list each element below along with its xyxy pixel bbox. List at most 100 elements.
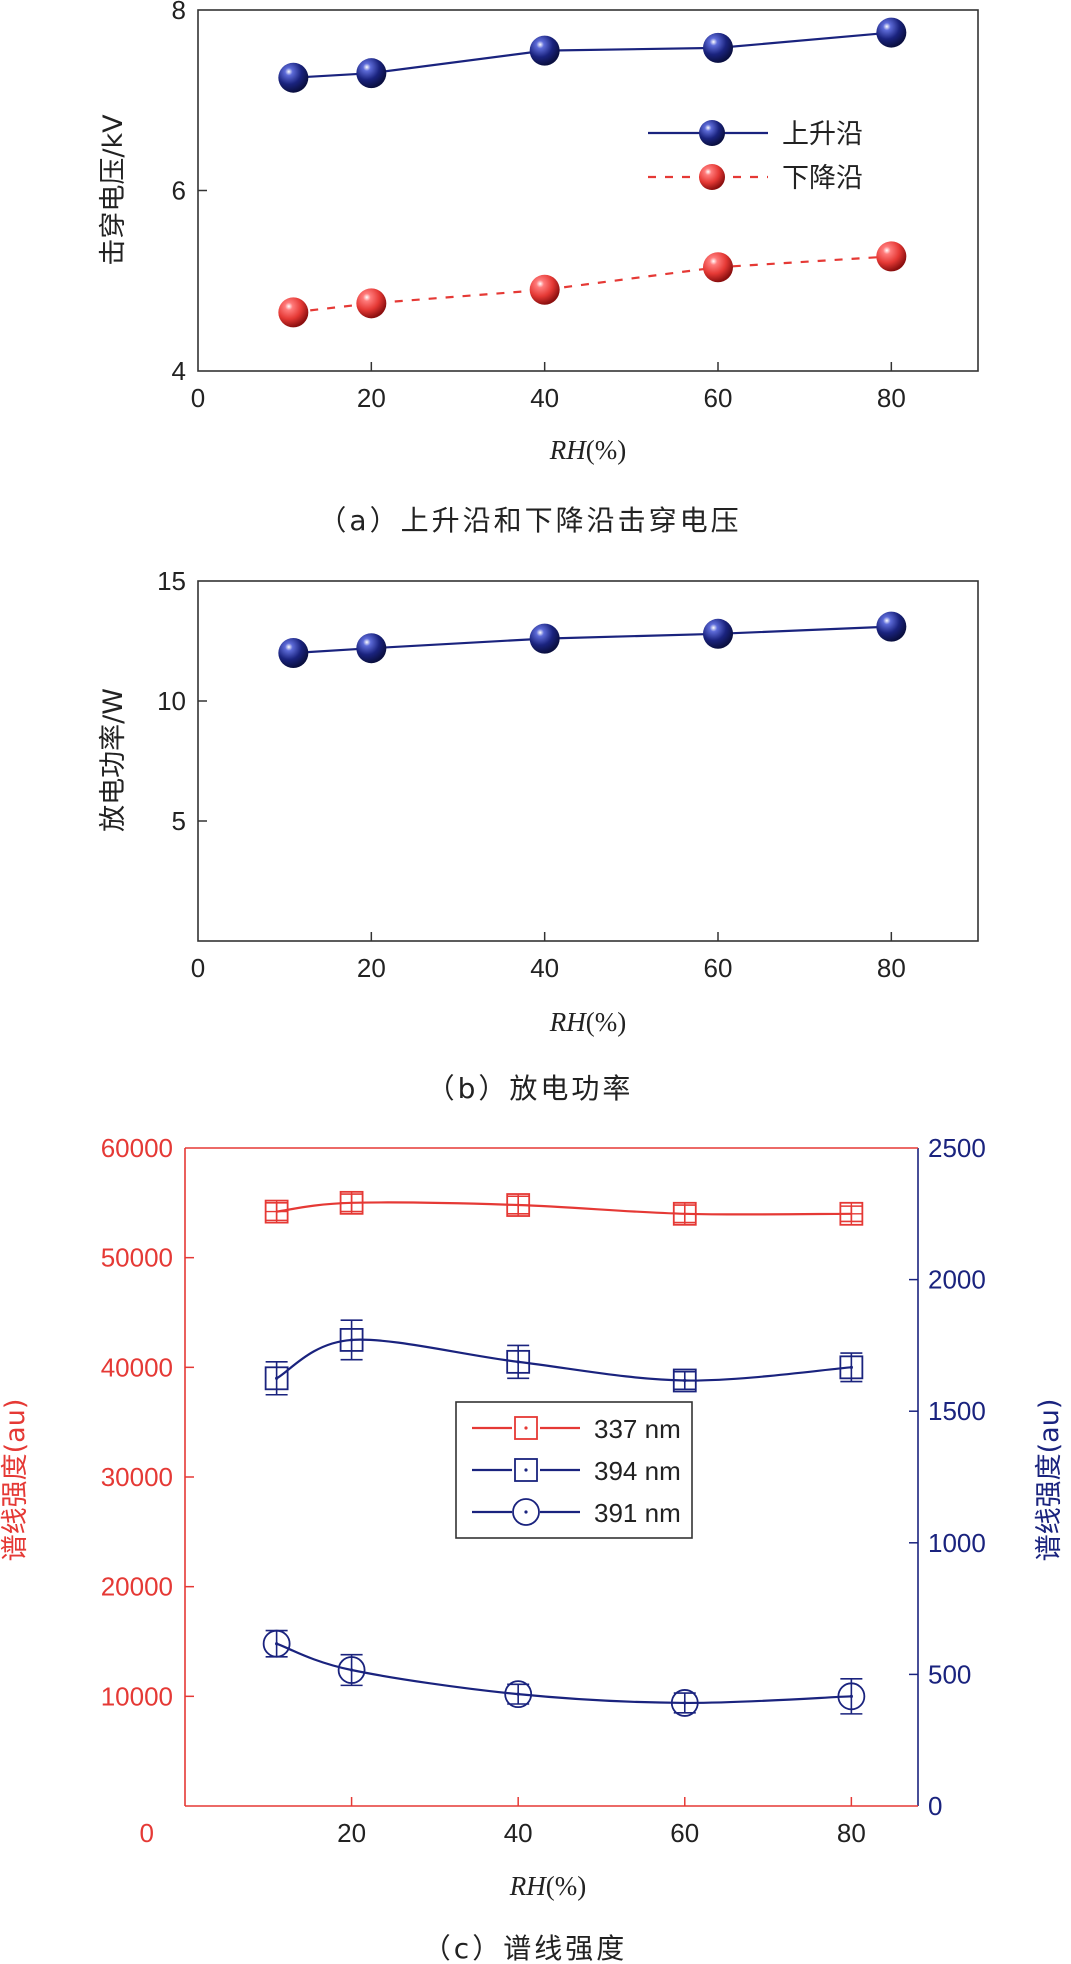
data-point-0-0-1 bbox=[356, 58, 387, 89]
y-left-tick-label-0: 0 bbox=[140, 1818, 154, 1848]
chart-breakdown-voltage: 0 20 40 60 80 4 6 8 击穿电压/kV RH(%) 上升沿 下降沿 （a）上升… bbox=[98, 0, 979, 537]
y-left-tick-label-40000: 40000 bbox=[101, 1352, 173, 1382]
data-point-c-1-0-dot bbox=[275, 1376, 279, 1380]
x-tick-label-c-20: 20 bbox=[337, 1818, 366, 1848]
x-tick-label-60: 60 bbox=[704, 953, 733, 983]
data-point-c-2-1-dot bbox=[349, 1668, 354, 1672]
y-right-tick-label-2000: 2000 bbox=[928, 1265, 986, 1295]
y-axis-label-b: 放电功率/W bbox=[98, 688, 129, 832]
y-tick-label-5: 5 bbox=[172, 806, 186, 836]
data-point-c-1-4-dot bbox=[849, 1365, 853, 1369]
y-left-tick-label-10000: 10000 bbox=[101, 1681, 173, 1711]
data-point-1-0-4 bbox=[876, 611, 907, 642]
x-tick-label-0: 0 bbox=[191, 383, 205, 413]
data-point-0-0-4 bbox=[876, 17, 907, 48]
data-point-1-0-0 bbox=[278, 638, 309, 668]
y-axis-label-right-c: 谱线强度(au) bbox=[1034, 1399, 1065, 1562]
chart-discharge-power: 0 20 40 60 80 5 10 15 放电功率/W RH(%) （b）放电功率 bbox=[98, 566, 979, 1105]
y-axis-label-a: 击穿电压/kV bbox=[98, 114, 129, 266]
x-axis-label-b: RH(%) bbox=[549, 1007, 626, 1037]
data-point-0-1-3 bbox=[703, 252, 733, 283]
y-tick-label-8: 8 bbox=[172, 0, 186, 25]
data-point-c-2-1 bbox=[337, 1656, 366, 1684]
legend-label-falling: 下降沿 bbox=[782, 163, 863, 194]
data-point-1-0-3 bbox=[703, 618, 733, 649]
caption-b: （b）放电功率 bbox=[427, 1072, 634, 1105]
y-axis-label-left-c: 谱线强度(au) bbox=[0, 1399, 31, 1562]
data-point-c-1-2-dot bbox=[516, 1360, 520, 1364]
legend-marker-rising bbox=[699, 120, 725, 146]
chart-spectral-intensity: 20 40 60 80 0 10000 20000 30000 40000 50000 60000 0… bbox=[0, 1133, 1065, 1964]
caption-a: （a）上升沿和下降沿击穿电压 bbox=[318, 504, 741, 537]
caption-c: （c）谱线强度 bbox=[423, 1932, 627, 1964]
data-point-c-2-2 bbox=[504, 1680, 533, 1709]
x-axis-label-a: RH(%) bbox=[549, 435, 626, 465]
legend-label-391: 391 nm bbox=[594, 1498, 681, 1528]
y-right-tick-label-1000: 1000 bbox=[928, 1528, 986, 1558]
data-point-0-1-0 bbox=[278, 297, 309, 328]
x-tick-label-0: 0 bbox=[191, 953, 205, 983]
legend-marker-c-1-dot bbox=[524, 1468, 528, 1472]
x-tick-label-20: 20 bbox=[357, 383, 386, 413]
x-tick-label-60: 60 bbox=[704, 383, 733, 413]
legend-a: 上升沿 下降沿 bbox=[648, 119, 863, 194]
y-left-tick-label-60000: 60000 bbox=[101, 1133, 173, 1163]
legend-c: 337 nm 394 nm 391 nm bbox=[455, 1401, 693, 1539]
x-tick-label-80: 80 bbox=[877, 383, 906, 413]
x-tick-label-c-40: 40 bbox=[504, 1818, 533, 1848]
data-point-c-1-3-dot bbox=[683, 1378, 687, 1383]
series-line-c-2 bbox=[276, 1642, 852, 1705]
data-point-c-1-0 bbox=[264, 1366, 289, 1391]
data-point-0-1-2 bbox=[529, 274, 560, 305]
y-tick-label-6: 6 bbox=[172, 176, 186, 206]
y-left-tick-label-50000: 50000 bbox=[101, 1243, 173, 1273]
y-right-tick-label-500: 500 bbox=[928, 1659, 971, 1689]
legend-marker-c-0-dot bbox=[524, 1426, 528, 1430]
y-left-tick-label-30000: 30000 bbox=[101, 1462, 173, 1492]
series-line-0-1 bbox=[293, 255, 892, 314]
y-tick-label-10: 10 bbox=[157, 686, 186, 716]
y-right-tick-label-1500: 1500 bbox=[928, 1396, 986, 1426]
x-axis-label-c: RH(%) bbox=[509, 1871, 586, 1901]
legend-marker-c-1 bbox=[514, 1458, 538, 1482]
x-tick-label-40: 40 bbox=[530, 953, 559, 983]
data-point-c-1-3 bbox=[672, 1368, 697, 1393]
y-right-tick-label-2500: 2500 bbox=[928, 1133, 986, 1163]
data-point-c-2-0 bbox=[262, 1629, 291, 1658]
x-tick-label-80: 80 bbox=[877, 953, 906, 983]
legend-label-337: 337 nm bbox=[594, 1414, 681, 1444]
data-point-c-2-4-dot bbox=[849, 1694, 853, 1698]
x-tick-label-20: 20 bbox=[357, 953, 386, 983]
legend-label-394: 394 nm bbox=[594, 1456, 681, 1486]
legend-marker-c-2 bbox=[512, 1498, 540, 1526]
data-point-c-2-4 bbox=[837, 1682, 866, 1711]
legend-marker-c-2-dot bbox=[524, 1510, 528, 1514]
data-point-1-0-2 bbox=[529, 623, 560, 654]
data-point-c-1-1-dot bbox=[349, 1338, 354, 1342]
legend-label-rising: 上升沿 bbox=[782, 119, 863, 150]
data-point-c-2-0-dot bbox=[275, 1642, 279, 1646]
y-tick-label-4: 4 bbox=[172, 356, 186, 386]
y-tick-label-15: 15 bbox=[157, 566, 186, 596]
data-point-c-2-3 bbox=[670, 1689, 699, 1717]
data-point-1-0-1 bbox=[356, 633, 387, 664]
data-point-c-1-2 bbox=[506, 1349, 531, 1374]
data-point-0-1-4 bbox=[876, 241, 907, 272]
legend-marker-c-0 bbox=[514, 1416, 538, 1440]
y-right-tick-label-0: 0 bbox=[928, 1791, 942, 1821]
data-point-c-2-2-dot bbox=[516, 1692, 520, 1696]
legend-marker-falling bbox=[699, 164, 725, 190]
data-point-c-1-1 bbox=[339, 1328, 364, 1352]
x-tick-label-c-80: 80 bbox=[837, 1818, 866, 1848]
plot-frame-b bbox=[197, 580, 979, 942]
data-point-0-0-2 bbox=[529, 35, 560, 66]
data-point-c-1-4 bbox=[839, 1355, 864, 1380]
y-left-tick-label-20000: 20000 bbox=[101, 1572, 173, 1602]
data-point-0-0-0 bbox=[278, 62, 309, 93]
data-point-0-1-1 bbox=[356, 288, 387, 319]
x-tick-label-40: 40 bbox=[530, 383, 559, 413]
x-tick-label-c-60: 60 bbox=[670, 1818, 699, 1848]
data-point-0-0-3 bbox=[703, 32, 733, 63]
data-point-c-2-3-dot bbox=[683, 1701, 687, 1705]
